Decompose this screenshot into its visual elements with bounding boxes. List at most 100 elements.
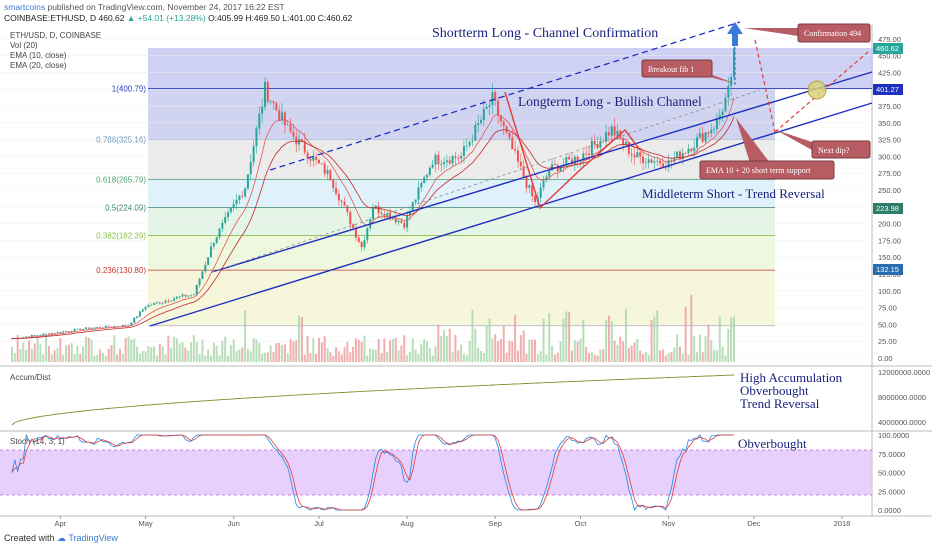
candle-body	[727, 85, 730, 98]
volume-bar	[286, 353, 289, 362]
ema20-line	[12, 116, 735, 339]
stoch-tick: 75.0000	[878, 450, 905, 459]
volume-bar	[579, 338, 582, 362]
volume-bar	[383, 338, 386, 362]
candle-body	[730, 77, 733, 86]
volume-bar	[491, 338, 494, 362]
candle-body	[553, 164, 556, 166]
legend-ema20: EMA (20, close)	[10, 61, 67, 70]
author-link[interactable]: smartcoins	[4, 2, 46, 12]
candle-body	[377, 205, 380, 214]
time-axis: Apr May Jun Jul Aug Sep Oct Nov Dec 2018	[54, 516, 850, 528]
candle-body	[11, 338, 13, 340]
fib-zone-top	[148, 48, 873, 89]
candle-body	[696, 137, 699, 148]
candle-body	[79, 328, 82, 330]
volume-bar	[505, 352, 508, 362]
candle-body	[50, 333, 53, 335]
grid	[0, 38, 872, 359]
candle-body	[380, 213, 383, 215]
candle-body	[599, 140, 602, 148]
candle-body	[514, 149, 517, 151]
volume-bar	[67, 344, 70, 362]
candle-body	[460, 155, 463, 159]
volume-bar	[713, 349, 716, 362]
volume-bar	[701, 352, 704, 362]
volume-bar	[136, 346, 139, 362]
candle-body	[687, 148, 690, 154]
volume-bar	[295, 340, 298, 362]
candle-body	[42, 333, 45, 336]
volume-bar	[141, 351, 144, 362]
candle-body	[465, 145, 468, 147]
volume-bar	[82, 346, 85, 362]
fib-label: 0.618(265.79)	[96, 175, 146, 184]
candle-body	[457, 157, 460, 159]
fib-zone	[148, 235, 775, 271]
candle-body	[232, 203, 235, 208]
volume-bar	[423, 339, 426, 362]
candle-body	[329, 170, 332, 181]
candles	[11, 43, 735, 340]
price-tick: 50.00	[878, 320, 897, 329]
volume-bar	[403, 335, 406, 362]
tradingview-logo[interactable]: ☁ TradingView	[57, 533, 118, 543]
candle-body	[349, 212, 352, 225]
candle-body	[281, 112, 284, 121]
next-dip-note: Next dip?	[776, 130, 871, 159]
stoch-note: Obverbought	[738, 436, 807, 451]
legend-pair: ETH/USD, D, COINBASE	[10, 31, 101, 40]
candle-body	[303, 141, 306, 153]
candle-body	[138, 311, 141, 317]
volume-bar	[548, 313, 551, 362]
candle-body	[690, 148, 693, 152]
time-tick: Dec	[747, 519, 761, 528]
candle-body	[272, 101, 275, 104]
accum-dist-title: Accum/Dist	[10, 373, 51, 382]
svg-text:223.98: 223.98	[876, 204, 899, 213]
volume-bars	[11, 294, 735, 362]
candle-body	[445, 160, 448, 163]
volume-bar	[363, 335, 366, 362]
candle-body	[346, 205, 349, 213]
price-tick: 475.00	[878, 35, 901, 44]
candle-body	[360, 242, 363, 248]
volume-bar	[465, 355, 468, 362]
volume-bar	[593, 354, 596, 362]
candle-body	[198, 279, 201, 286]
candle-body	[158, 302, 161, 304]
candle-body	[568, 156, 571, 160]
candle-body	[659, 160, 662, 164]
candle-body	[357, 237, 360, 243]
legend-vol: Vol (20)	[10, 41, 38, 50]
candle-body	[417, 187, 420, 200]
candle-body	[283, 112, 286, 126]
volume-bar	[588, 353, 591, 362]
time-tick: Nov	[662, 519, 676, 528]
price-change: ▲ +54.01 (+13.28%)	[126, 13, 206, 23]
candle-body	[482, 108, 485, 121]
candle-body	[545, 176, 548, 181]
candle-body	[121, 324, 124, 327]
volume-bar	[420, 344, 423, 362]
volume-bar	[155, 355, 158, 362]
candle-body	[99, 327, 102, 328]
volume-bar	[312, 338, 315, 362]
volume-bar	[235, 350, 238, 362]
breakout-note: Breakout fib 1	[641, 59, 736, 84]
volume-bar	[116, 354, 119, 362]
volume-bar	[428, 347, 431, 362]
accum-dist-tick: 4000000.0000	[878, 418, 926, 427]
fib-zone	[148, 207, 775, 236]
candle-body	[661, 163, 664, 168]
volume-bar	[292, 341, 295, 362]
candle-body	[258, 113, 261, 129]
volume-bar	[70, 343, 73, 362]
candle-body	[670, 160, 673, 162]
candle-body	[707, 132, 710, 134]
candle-body	[499, 115, 502, 122]
candle-body	[201, 271, 204, 280]
candle-body	[616, 130, 619, 136]
candle-body	[298, 139, 301, 145]
